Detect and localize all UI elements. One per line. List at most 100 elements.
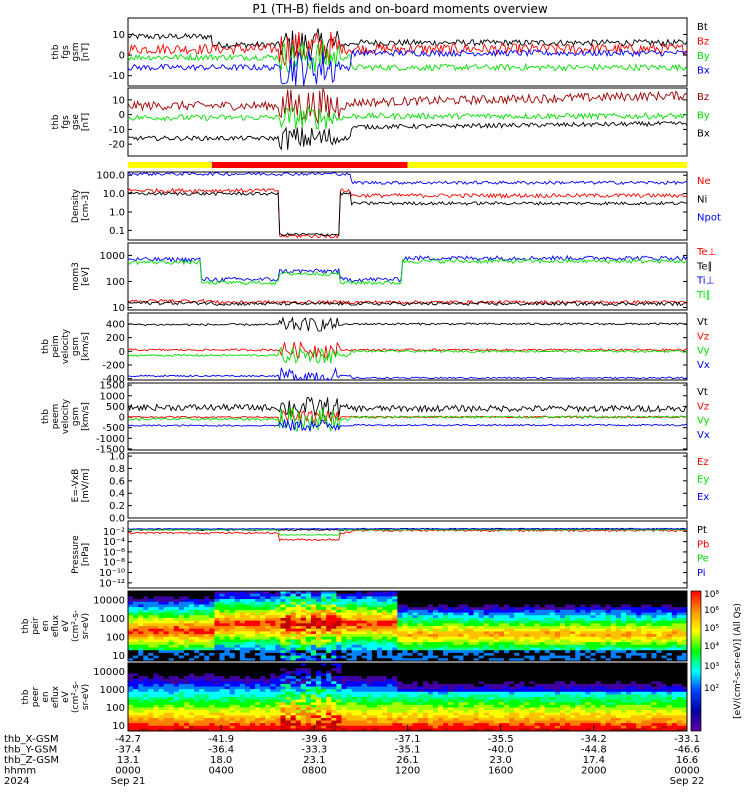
heatmap-cell: [544, 652, 551, 657]
heatmap-cell: [432, 704, 439, 708]
heatmap-cell: [514, 691, 520, 695]
heatmap-cell: [270, 702, 276, 706]
heatmap-cell: [478, 634, 485, 638]
heatmap-cell: [534, 699, 541, 703]
heatmap-cell: [366, 655, 373, 659]
heatmap-cell: [483, 609, 490, 613]
heatmap-cell: [443, 678, 449, 682]
heatmap-cell: [656, 689, 662, 693]
heatmap-cell: [661, 626, 668, 630]
heatmap-cell: [681, 650, 688, 654]
heatmap-cell: [295, 697, 302, 701]
heatmap-cell: [356, 642, 363, 646]
heatmap-cell: [402, 593, 408, 597]
y-axis-label: thb: [41, 409, 51, 424]
heatmap-cell: [493, 699, 500, 703]
legend-Ex: Ex: [697, 492, 709, 503]
heatmap-cell: [204, 665, 210, 669]
heatmap-cell: [453, 652, 459, 657]
heatmap-cell: [239, 607, 246, 611]
heatmap-cell: [676, 689, 683, 693]
y-tick-label: 10.0: [103, 189, 125, 200]
heatmap-cell: [666, 599, 673, 603]
heatmap-cell: [417, 642, 424, 646]
heatmap-cell: [427, 678, 434, 682]
heatmap-cell: [204, 626, 210, 630]
heatmap-cell: [549, 623, 556, 627]
heatmap-cell: [610, 686, 617, 690]
heatmap-cell: [448, 634, 454, 638]
heatmap-cell: [188, 604, 195, 608]
heatmap-cell: [600, 642, 607, 646]
heatmap-cell: [356, 668, 363, 672]
heatmap-cell: [402, 704, 408, 708]
heatmap-cell: [524, 663, 530, 667]
heatmap-cell: [377, 639, 383, 643]
heatmap-cell: [305, 612, 312, 616]
heatmap-cell: [280, 639, 286, 643]
heatmap-cell: [346, 642, 352, 646]
legend-Npot: Npot: [697, 213, 721, 224]
heatmap-cell: [138, 647, 144, 651]
heatmap-cell: [493, 604, 500, 608]
heatmap-cell: [255, 668, 261, 672]
heatmap-cell: [681, 697, 688, 701]
heatmap-cell: [229, 636, 236, 640]
heatmap-cell: [138, 596, 144, 600]
heatmap-cell: [305, 623, 312, 627]
heatmap-cell: [397, 604, 403, 608]
heatmap-cell: [656, 631, 662, 635]
heatmap-cell: [575, 663, 581, 667]
heatmap-cell: [260, 689, 266, 693]
heatmap-cell: [565, 689, 571, 693]
heatmap-cell: [666, 683, 673, 687]
heatmap-cell: [646, 636, 652, 640]
heatmap-cell: [392, 689, 398, 693]
heatmap-cell: [483, 644, 490, 648]
heatmap-cell: [382, 636, 388, 640]
heatmap-cell: [463, 631, 469, 635]
heatmap-cell: [478, 604, 485, 608]
heatmap-cell: [361, 593, 368, 597]
heatmap-cell: [270, 681, 276, 685]
heatmap-cell: [138, 658, 144, 662]
heatmap-cell: [224, 596, 231, 600]
heatmap-cell: [671, 601, 678, 605]
heatmap-cell: [559, 609, 566, 613]
heatmap-cell: [260, 658, 266, 662]
heatmap-cell: [605, 623, 612, 627]
heatmap-cell: [402, 665, 408, 669]
heatmap-cell: [626, 631, 632, 635]
heatmap-cell: [544, 591, 551, 595]
heatmap-cell: [361, 686, 368, 690]
heatmap-cell: [600, 678, 607, 682]
heatmap-cell: [249, 647, 256, 651]
heatmap-cell: [666, 647, 673, 651]
heatmap-cell: [605, 626, 612, 630]
heatmap-cell: [331, 699, 337, 703]
heatmap-cell: [595, 593, 602, 597]
heatmap-cell: [153, 676, 159, 680]
heatmap-cell: [316, 678, 322, 682]
heatmap-cell: [265, 599, 271, 603]
heatmap-cell: [138, 681, 144, 685]
heatmap-cell: [534, 694, 541, 698]
heatmap-cell: [234, 639, 241, 643]
heatmap-cell: [204, 628, 210, 632]
plot-title: P1 (TH-B) fields and on-board moments ov…: [252, 2, 548, 16]
heatmap-cell: [397, 644, 403, 648]
heatmap-cell: [448, 639, 454, 643]
heatmap-cell: [427, 631, 434, 635]
heatmap-cell: [646, 639, 652, 643]
heatmap-cell: [565, 658, 571, 662]
heatmap-cell: [153, 665, 159, 669]
heatmap-cell: [463, 689, 469, 693]
heatmap-cell: [615, 634, 622, 638]
heatmap-cell: [153, 668, 159, 672]
heatmap-cell: [397, 631, 403, 635]
heatmap-cell: [361, 650, 368, 654]
heatmap-cell: [371, 697, 378, 701]
heatmap-cell: [631, 609, 637, 613]
heatmap-cell: [128, 639, 134, 643]
heatmap-cell: [671, 647, 678, 651]
